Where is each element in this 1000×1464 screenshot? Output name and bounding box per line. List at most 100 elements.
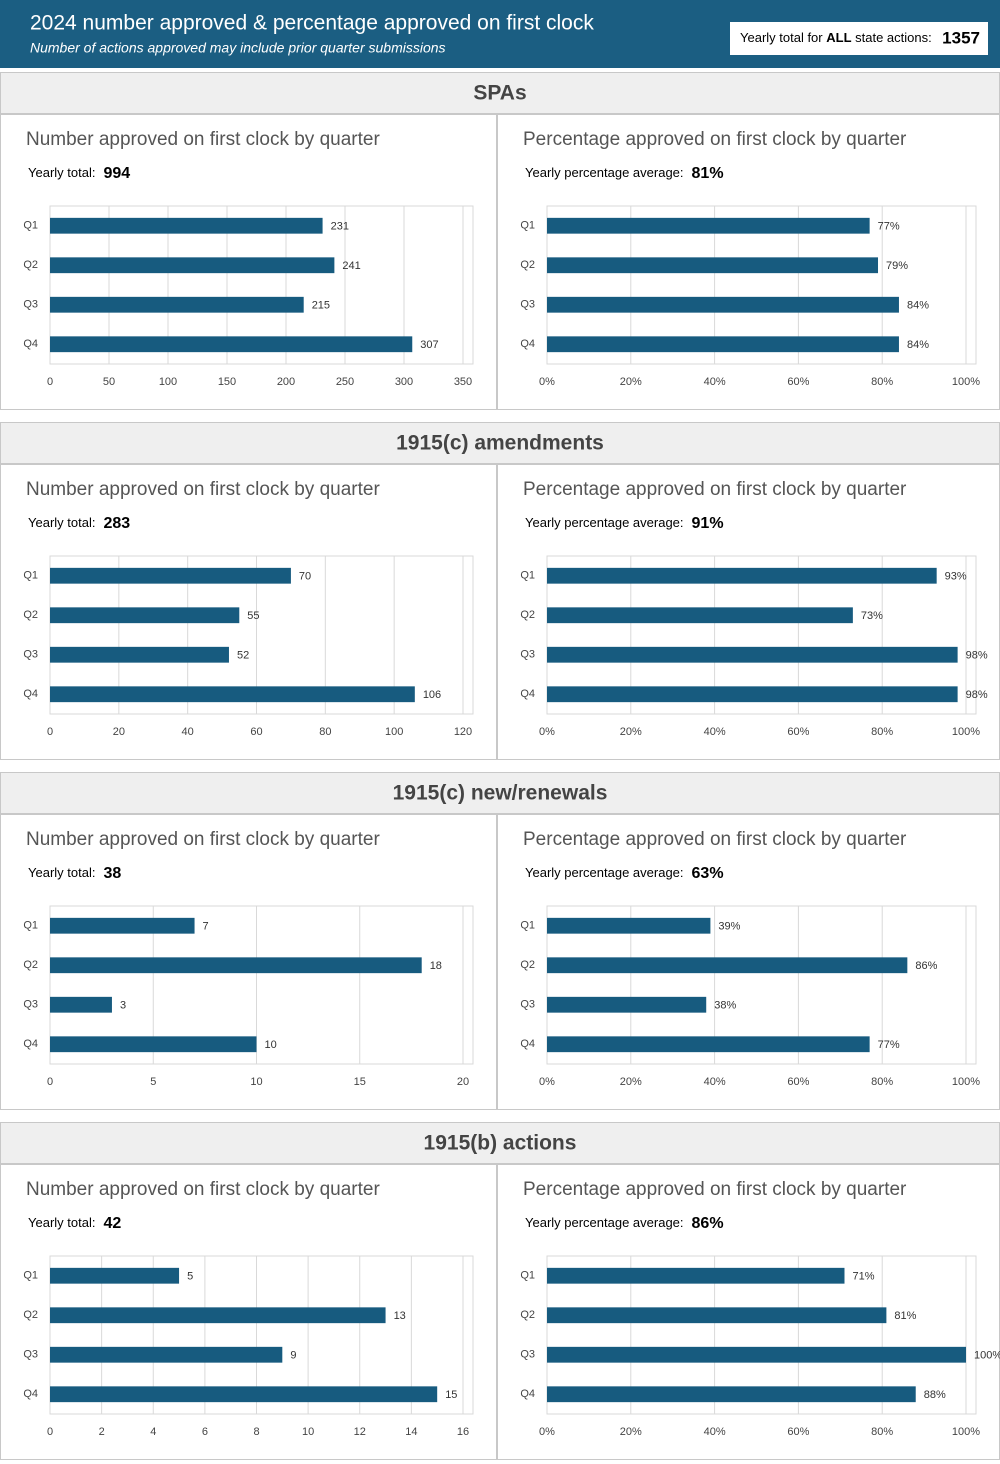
bar [547,1346,966,1363]
y-tick-label: Q3 [520,1349,535,1361]
x-tick-label: 40% [704,726,726,738]
y-tick-label: Q3 [520,999,535,1011]
value-label: 71% [852,1271,874,1283]
x-tick-label: 15 [354,1076,366,1088]
section-heading [0,1122,1000,1164]
x-tick-label: 250 [336,376,354,388]
x-tick-label: 40% [704,376,726,388]
x-tick-label: 100% [952,1076,980,1088]
note-label: Yearly percentage average: [525,515,684,530]
value-label: 81% [894,1310,916,1322]
chart-note: Yearly percentage average: 81% [525,165,724,182]
y-tick-label: Q3 [23,649,38,661]
y-tick-label: Q1 [23,570,38,582]
y-tick-label: Q4 [23,338,38,350]
x-tick-label: 0% [539,726,555,738]
x-tick-label: 300 [395,376,413,388]
chart-title: Percentage approved on first clock by qu… [523,1179,907,1200]
chart-title: Percentage approved on first clock by qu… [523,829,907,850]
value-label: 3 [120,1000,126,1012]
bar [547,217,870,234]
x-tick-label: 20 [113,726,125,738]
value-label: 93% [945,571,967,583]
note-label: Yearly total: [28,865,95,880]
x-tick-label: 10 [250,1076,262,1088]
bar [50,217,323,234]
value-label: 100% [974,1350,1000,1362]
note-value: 63% [692,865,724,882]
header-subtitle: Number of actions approved may include p… [30,40,446,56]
value-label: 15 [445,1389,457,1401]
y-tick-label: Q1 [520,1270,535,1282]
x-tick-label: 0% [539,376,555,388]
value-label: 13 [394,1310,406,1322]
note-value: 994 [103,165,130,182]
value-label: 73% [861,610,883,622]
x-tick-label: 0 [47,1426,53,1438]
y-tick-label: Q2 [23,1309,38,1321]
bar [50,646,229,663]
x-tick-label: 0% [539,1426,555,1438]
y-tick-label: Q1 [23,220,38,232]
x-tick-label: 16 [457,1426,469,1438]
y-tick-label: Q4 [23,1038,38,1050]
section-heading [0,772,1000,814]
value-label: 79% [886,260,908,272]
bar [50,1307,386,1324]
bar [547,257,879,274]
total-label: Yearly total for ALL state actions: [740,30,932,45]
x-tick-label: 80% [871,1426,893,1438]
value-label: 39% [718,921,740,933]
total-value: 1357 [942,28,980,47]
value-label: 241 [342,260,360,272]
x-tick-label: 20% [620,726,642,738]
total-label-bold: ALL [826,30,851,45]
chart-note: Yearly percentage average: 86% [525,1215,724,1232]
value-label: 106 [423,689,441,701]
x-tick-label: 60% [787,1076,809,1088]
x-tick-label: 6 [202,1426,208,1438]
y-tick-label: Q3 [23,299,38,311]
bar [50,1386,438,1403]
value-label: 98% [966,689,988,701]
value-label: 84% [907,339,929,351]
chart-title: Number approved on first clock by quarte… [26,829,380,850]
value-label: 52 [237,650,249,662]
section-heading [0,72,1000,114]
y-tick-label: Q4 [520,1388,535,1400]
note-value: 91% [692,515,724,532]
x-tick-label: 10 [302,1426,314,1438]
value-label: 38% [714,1000,736,1012]
y-tick-label: Q1 [520,220,535,232]
x-tick-label: 20% [620,1076,642,1088]
x-tick-label: 80% [871,1076,893,1088]
bar [50,1267,180,1284]
x-tick-label: 0% [539,1076,555,1088]
note-label: Yearly percentage average: [525,1215,684,1230]
value-label: 10 [265,1039,277,1051]
y-tick-label: Q4 [23,688,38,700]
x-tick-label: 100% [952,1426,980,1438]
chart-title: Percentage approved on first clock by qu… [523,479,907,500]
y-tick-label: Q2 [23,959,38,971]
bar [547,996,707,1013]
x-tick-label: 60% [787,1426,809,1438]
chart-title: Number approved on first clock by quarte… [26,479,380,500]
bar [547,1386,916,1403]
value-label: 86% [915,960,937,972]
bar [50,296,304,313]
bar [50,957,422,974]
y-tick-label: Q4 [520,1038,535,1050]
y-tick-label: Q4 [520,688,535,700]
bar [50,607,240,624]
y-tick-label: Q3 [520,299,535,311]
x-tick-label: 60% [787,376,809,388]
x-tick-label: 100% [952,376,980,388]
value-label: 18 [430,960,442,972]
x-tick-label: 20% [620,376,642,388]
value-label: 98% [966,650,988,662]
value-label: 231 [331,221,349,233]
bar [50,686,415,703]
total-label-start: Yearly total for [740,30,826,45]
